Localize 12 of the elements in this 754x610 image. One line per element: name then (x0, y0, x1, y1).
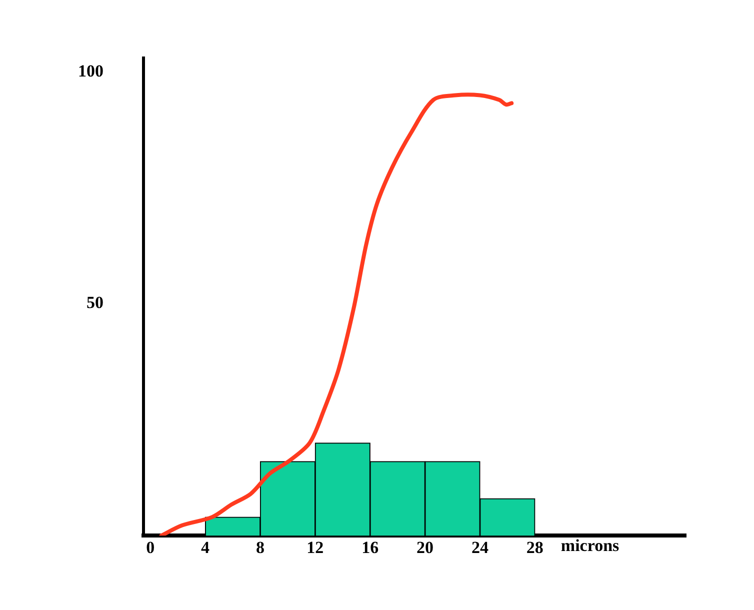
x-tick-label: 4 (201, 538, 210, 558)
x-tick-label: 28 (526, 538, 544, 558)
x-tick-label: 20 (416, 538, 434, 558)
x-axis-title: microns (560, 536, 620, 555)
x-tick-label: 8 (256, 538, 264, 558)
x-tick-label: 24 (471, 538, 489, 558)
y-tick-label: 100 (78, 61, 104, 80)
x-tick-label: 12 (306, 538, 324, 558)
line-series (159, 92, 514, 536)
y-tick-label: 50 (86, 293, 104, 312)
x-tick-label: 16 (362, 538, 379, 558)
x-tick-label: 0 (146, 538, 155, 558)
